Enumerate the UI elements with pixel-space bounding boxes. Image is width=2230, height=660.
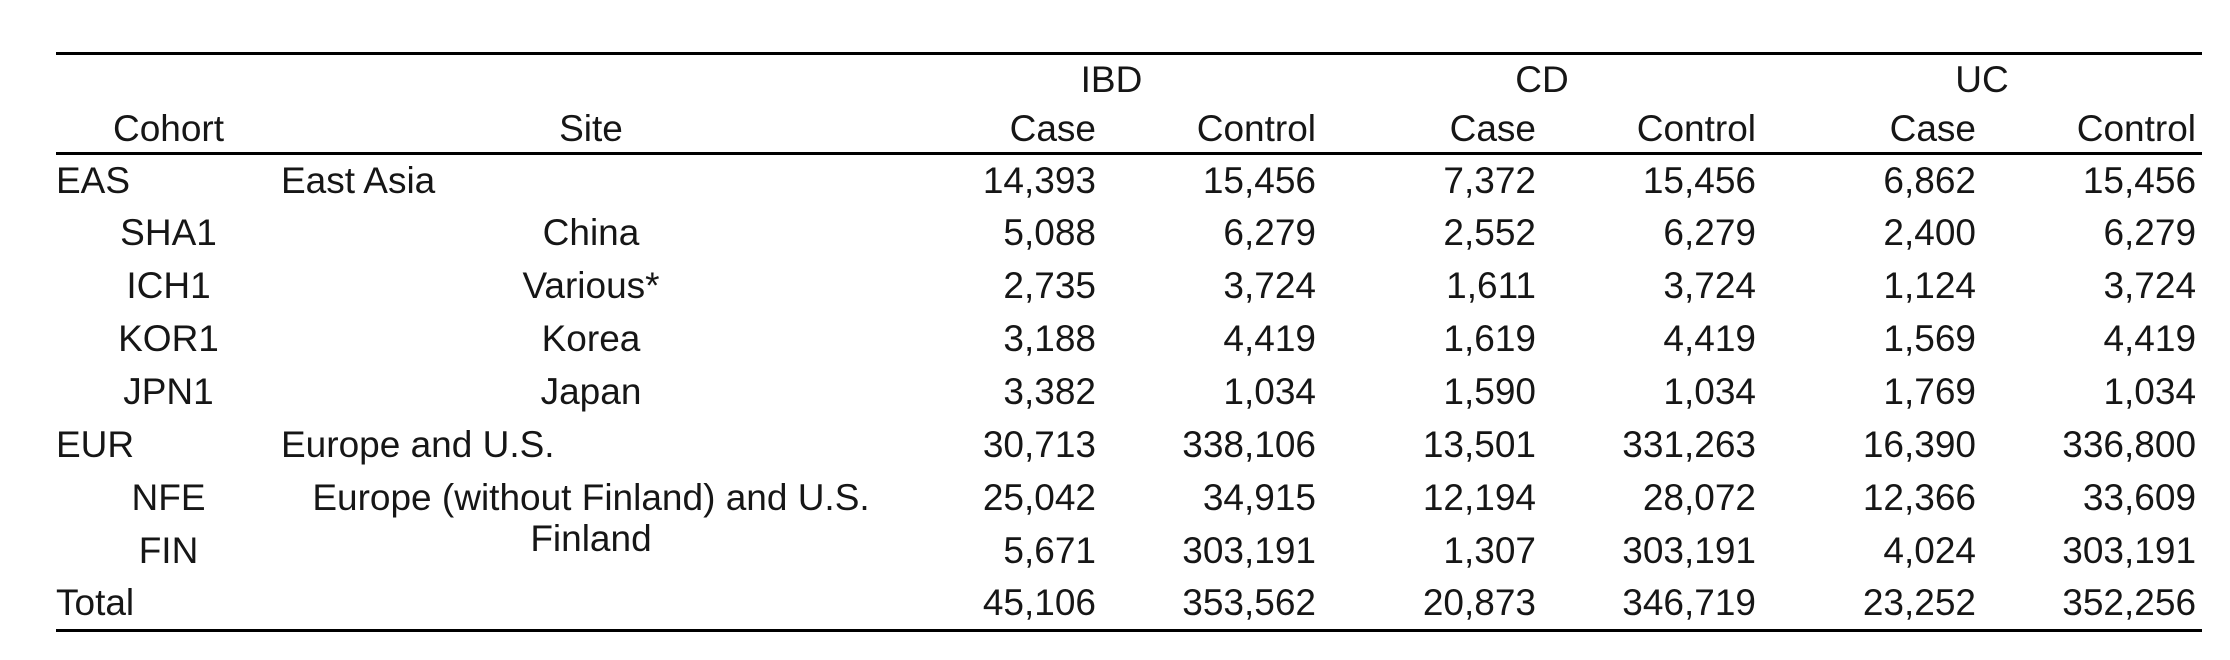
value-cell: 2,400 — [1883, 212, 1977, 253]
value-cell: 20,873 — [1422, 582, 1536, 624]
site-label: Finland — [530, 518, 652, 559]
value-cell: 1,769 — [1883, 371, 1977, 412]
value-cell: 15,456 — [1202, 159, 1316, 201]
value-cell: 1,590 — [1443, 371, 1536, 412]
cohort-cell: JPN1 — [123, 371, 214, 412]
value-cell: 6,279 — [1223, 212, 1316, 253]
table-row: EUR Europe and U.S. 30,713 338,106 13,501 331… — [56, 419, 2202, 472]
value-cell: 16,390 — [1862, 424, 1977, 465]
value-cell: 303,191 — [1182, 530, 1316, 571]
value-cell: 23,252 — [1862, 582, 1977, 624]
cohort-cell: EUR — [56, 424, 135, 465]
table-row: JPN1 Japan 3,382 1,034 1,590 1,034 1,769 1,034 — [56, 366, 2202, 419]
site-cell: Japan — [540, 371, 642, 412]
value-cell: 1,034 — [1663, 371, 1757, 412]
value-cell: 15,456 — [2082, 159, 2197, 201]
group-header-row: IBD CD UC — [56, 54, 2202, 106]
value-cell: 12,194 — [1422, 477, 1536, 518]
value-cell: 1,034 — [2103, 371, 2197, 412]
value-cell: 4,419 — [1223, 318, 1316, 359]
column-header-uc-case: Case — [1762, 105, 1983, 155]
value-cell: 15,456 — [1642, 159, 1757, 201]
value-cell: 352,256 — [2062, 582, 2197, 624]
value-cell: 331,263 — [1622, 424, 1757, 465]
cohort-cell: FIN — [138, 530, 199, 571]
value-cell: 346,719 — [1622, 582, 1757, 624]
column-header-cohort: Cohort — [56, 105, 281, 155]
value-cell: 303,191 — [2062, 530, 2197, 571]
value-cell: 4,024 — [1883, 530, 1977, 571]
group-header-ibd: IBD — [1080, 59, 1143, 101]
cohort-cell: Total — [56, 582, 135, 624]
site-cell: Europe and U.S. — [281, 424, 555, 465]
value-cell: 1,569 — [1883, 318, 1977, 359]
value-cell: 6,279 — [1663, 212, 1757, 253]
value-cell: 1,611 — [1446, 265, 1536, 306]
value-cell: 33,609 — [2082, 477, 2197, 518]
table-row: Total 45,106 353,562 20,873 346,719 23,252 352… — [56, 578, 2202, 631]
table-row: FIN Finland 5,671 303,191 1,307 303,191 4,024 3… — [56, 518, 2202, 578]
cohort-cell: SHA1 — [120, 212, 217, 253]
value-cell: 12,366 — [1862, 477, 1977, 518]
cohort-cell: KOR1 — [118, 318, 219, 359]
column-header-ibd-case: Case — [901, 105, 1102, 155]
column-header-cd-case: Case — [1322, 105, 1542, 155]
cohort-summary-table: IBD CD UC Cohort Site Case Control Case … — [56, 52, 2203, 632]
value-cell: 25,042 — [982, 477, 1096, 518]
value-cell: 3,724 — [2103, 265, 2197, 306]
column-header-row: Cohort Site Case Control Case Control Ca… — [56, 105, 2203, 155]
cohort-cell: ICH1 — [126, 265, 211, 306]
group-header-cd: CD — [1515, 59, 1569, 101]
value-cell: 3,188 — [1003, 318, 1096, 359]
cohort-cell: EAS — [56, 159, 131, 201]
value-cell: 6,862 — [1883, 159, 1977, 201]
value-cell: 28,072 — [1642, 477, 1757, 518]
value-cell: 303,191 — [1622, 530, 1757, 571]
site-cell: East Asia — [281, 159, 436, 201]
column-header-cd-control: Control — [1542, 105, 1763, 155]
value-cell: 3,724 — [1663, 265, 1757, 306]
column-header-uc-control: Control — [1982, 105, 2203, 155]
value-cell: 1,307 — [1443, 530, 1536, 571]
site-cell: China — [542, 212, 640, 253]
site-cell: Finland — [281, 518, 901, 578]
value-cell: 336,800 — [2062, 424, 2197, 465]
value-cell: 5,671 — [1003, 530, 1096, 571]
value-cell: 4,419 — [2103, 318, 2197, 359]
value-cell: 1,619 — [1443, 318, 1536, 359]
value-cell: 30,713 — [982, 424, 1096, 465]
value-cell: 3,382 — [1003, 371, 1096, 412]
value-cell: 338,106 — [1182, 424, 1316, 465]
value-cell: 14,393 — [982, 159, 1096, 201]
value-cell: 353,562 — [1182, 582, 1316, 624]
value-cell: 3,724 — [1223, 265, 1316, 306]
value-cell: 5,088 — [1003, 212, 1096, 253]
group-header-spacer — [56, 54, 901, 106]
value-cell: 45,106 — [982, 582, 1096, 624]
site-cell: Korea — [541, 318, 641, 359]
table-row: EAS East Asia 14,393 15,456 7,372 15,456 6,862… — [56, 154, 2202, 207]
value-cell: 6,279 — [2103, 212, 2197, 253]
table-row: NFE Europe (without Finland) and U.S. 25,0… — [56, 472, 2202, 525]
site-cell: Various* — [522, 265, 660, 306]
value-cell: 7,372 — [1443, 159, 1536, 201]
value-cell: 13,501 — [1422, 424, 1536, 465]
column-header-site: Site — [281, 105, 901, 155]
value-cell: 4,419 — [1663, 318, 1757, 359]
site-cell: Europe (without Finland) and U.S. — [312, 477, 870, 518]
value-cell: 1,034 — [1223, 371, 1316, 412]
column-header-ibd-control: Control — [1102, 105, 1322, 155]
value-cell: 1,124 — [1883, 265, 1977, 306]
value-cell: 2,735 — [1003, 265, 1096, 306]
cohort-cell: NFE — [131, 477, 206, 518]
value-cell: 2,552 — [1443, 212, 1536, 253]
table-row: KOR1 Korea 3,188 4,419 1,619 4,419 1,569 4,419 — [56, 313, 2202, 366]
site-cell — [281, 578, 901, 631]
value-cell: 34,915 — [1202, 477, 1316, 518]
table-row: SHA1 China 5,088 6,279 2,552 6,279 2,400 6,279 — [56, 207, 2202, 260]
table-row: ICH1 Various* 2,735 3,724 1,611 3,724 1,124 3,7… — [56, 260, 2202, 313]
group-header-uc: UC — [1955, 59, 2009, 101]
